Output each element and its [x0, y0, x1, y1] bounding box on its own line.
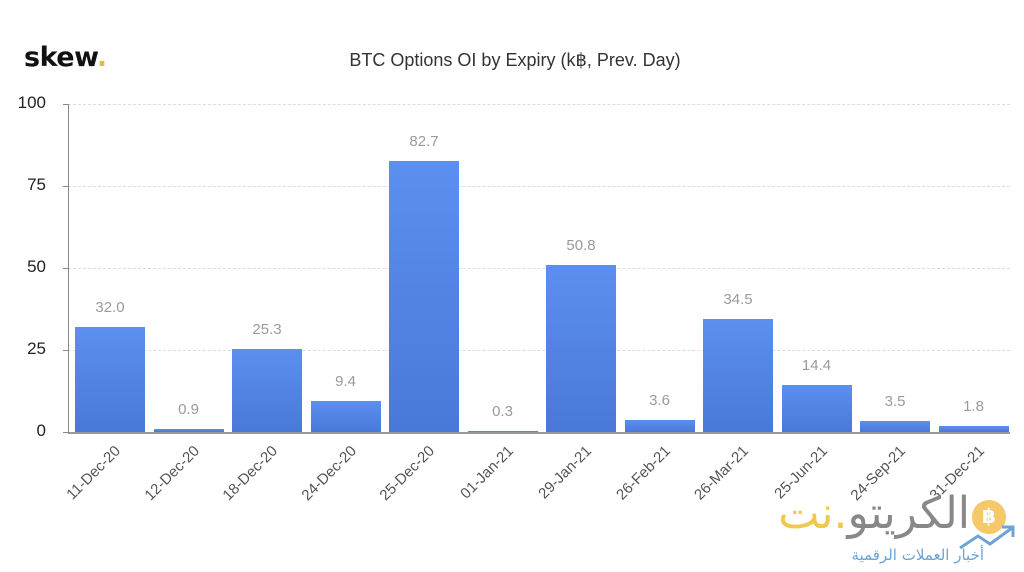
watermark-subtitle: أخبار العملات الرقمية [851, 546, 984, 564]
bar-value-label: 0.9 [178, 401, 199, 419]
y-tick-mark [63, 186, 69, 187]
bar-value-label: 32.0 [95, 299, 125, 317]
bar-25-Dec-20[interactable] [389, 160, 459, 432]
bar-29-Jan-21[interactable] [546, 265, 616, 432]
x-axis [68, 432, 1010, 434]
x-tick-label: 11-Dec-20 [63, 442, 125, 504]
y-tick-label: 50 [27, 257, 46, 276]
bar-value-label: 50.8 [566, 237, 596, 255]
bitcoin-coin-icon: ฿ [972, 500, 1006, 534]
y-tick-label: 0 [36, 421, 46, 440]
bar-value-label: 3.6 [649, 392, 670, 410]
bar-value-label: 1.8 [963, 398, 984, 416]
bar-26-Feb-21[interactable] [624, 420, 695, 432]
x-tick-label: 18-Dec-20 [219, 442, 282, 505]
logo-text: skew [24, 42, 97, 73]
logo-dot: . [96, 42, 107, 73]
bar-value-label: 82.7 [409, 132, 439, 150]
x-tick-label: 01-Jan-21 [456, 442, 517, 503]
watermark-text-yellow: .نت [778, 488, 848, 539]
x-tick-label: 29-Jan-21 [535, 442, 596, 503]
x-tick-label: 25-Dec-20 [376, 442, 439, 505]
y-tick-mark [63, 350, 69, 351]
bar-24-Dec-20[interactable] [310, 401, 381, 432]
bar-11-Dec-20[interactable] [75, 327, 145, 432]
x-tick-label: 24-Dec-20 [297, 442, 360, 505]
bar-31-Dec-21[interactable] [938, 426, 1009, 432]
bar-value-label: 14.4 [801, 356, 832, 374]
gridline [68, 268, 1010, 269]
y-tick-label: 100 [17, 93, 46, 112]
trend-arrow-icon [959, 525, 1015, 550]
bar-26-Mar-21[interactable] [703, 318, 773, 432]
y-tick-label: 25 [27, 339, 46, 358]
bar-value-label: 9.4 [335, 373, 356, 391]
gridline [68, 104, 1010, 105]
watermark-logo: الكريتو.نت ฿ أخبار العملات الرقمية [748, 488, 1018, 572]
bar-24-Sep-21[interactable] [860, 420, 930, 432]
bar-25-Jun-21[interactable] [781, 384, 852, 432]
bar-01-Jan-21[interactable] [467, 430, 538, 432]
bar-12-Dec-20[interactable] [153, 429, 224, 432]
gridline [68, 350, 1010, 351]
x-tick-label: 12-Dec-20 [140, 442, 203, 505]
watermark-title: الكريتو.نت [778, 488, 970, 539]
y-tick-mark [63, 104, 69, 105]
y-tick-mark [63, 432, 69, 433]
gridline [68, 186, 1010, 187]
skew-logo: skew. [24, 42, 107, 73]
bar-value-label: 25.3 [252, 321, 282, 339]
watermark-text-gray: الكريتو [847, 488, 970, 539]
x-tick-label: 26-Mar-21 [691, 442, 753, 504]
bar-value-label: 3.5 [884, 392, 906, 410]
y-tick-label: 75 [27, 175, 46, 194]
y-tick-mark [63, 268, 69, 269]
chart-title: BTC Options OI by Expiry (k฿, Prev. Day) [349, 50, 681, 70]
bar-value-label: 34.5 [723, 290, 753, 308]
bar-18-Dec-20[interactable] [232, 349, 302, 432]
x-tick-label: 26-Feb-21 [612, 442, 674, 504]
bar-value-label: 0.3 [492, 402, 513, 420]
